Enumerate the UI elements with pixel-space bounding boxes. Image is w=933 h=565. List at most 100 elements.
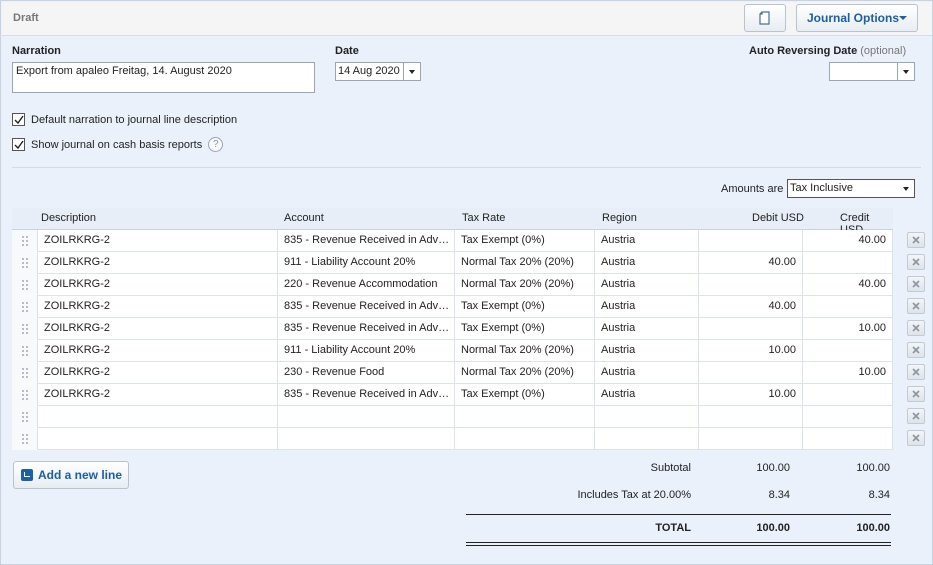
- drag-handle-icon[interactable]: [12, 318, 38, 340]
- delete-row-button[interactable]: [907, 232, 925, 248]
- cell-region[interactable]: Austria: [595, 384, 699, 406]
- drag-handle-icon[interactable]: [12, 428, 38, 450]
- cell-credit[interactable]: [803, 252, 893, 274]
- cell-description[interactable]: ZOILRKRG-2: [38, 274, 278, 296]
- cell-tax-rate[interactable]: Normal Tax 20% (20%): [455, 252, 595, 274]
- cell-tax-rate[interactable]: Tax Exempt (0%): [455, 230, 595, 252]
- cell-description[interactable]: [38, 428, 278, 450]
- cell-credit[interactable]: 40.00: [803, 230, 893, 252]
- cell-account[interactable]: 835 - Revenue Received in Advance: [278, 296, 455, 318]
- close-icon: [912, 390, 920, 398]
- cell-account[interactable]: 835 - Revenue Received in Advance: [278, 230, 455, 252]
- drag-handle-icon[interactable]: [12, 406, 38, 428]
- drag-handle-icon[interactable]: [12, 362, 38, 384]
- cell-credit[interactable]: [803, 406, 893, 428]
- cell-description[interactable]: [38, 406, 278, 428]
- cell-debit[interactable]: [699, 362, 803, 384]
- cell-debit[interactable]: [699, 274, 803, 296]
- cell-tax-rate[interactable]: Tax Exempt (0%): [455, 384, 595, 406]
- delete-row-button[interactable]: [907, 430, 925, 446]
- date-input[interactable]: 14 Aug 2020: [335, 62, 421, 81]
- delete-row-button[interactable]: [907, 320, 925, 336]
- cell-tax-rate[interactable]: Tax Exempt (0%): [455, 318, 595, 340]
- delete-row-button[interactable]: [907, 254, 925, 270]
- drag-handle-icon[interactable]: [12, 252, 38, 274]
- cell-credit[interactable]: [803, 384, 893, 406]
- cell-tax-rate[interactable]: Normal Tax 20% (20%): [455, 274, 595, 296]
- cell-debit[interactable]: [699, 406, 803, 428]
- cell-account[interactable]: 220 - Revenue Accommodation: [278, 274, 455, 296]
- cell-credit[interactable]: 40.00: [803, 274, 893, 296]
- cell-region[interactable]: [595, 406, 699, 428]
- date-dropdown-button[interactable]: [403, 63, 420, 80]
- cell-credit[interactable]: 10.00: [803, 362, 893, 384]
- add-new-line-button[interactable]: Add a new line: [13, 461, 129, 489]
- cell-region[interactable]: Austria: [595, 230, 699, 252]
- cell-credit[interactable]: [803, 340, 893, 362]
- total-credit: 100.00: [856, 522, 890, 534]
- column-header-region: Region: [602, 212, 637, 224]
- cell-account[interactable]: [278, 428, 455, 450]
- auto-reversing-dropdown-button[interactable]: [897, 63, 914, 80]
- drag-handle-icon[interactable]: [12, 384, 38, 406]
- cell-description[interactable]: ZOILRKRG-2: [38, 296, 278, 318]
- cell-description[interactable]: ZOILRKRG-2: [38, 340, 278, 362]
- cell-account[interactable]: 230 - Revenue Food: [278, 362, 455, 384]
- amounts-are-select[interactable]: Tax Inclusive: [787, 179, 915, 198]
- cell-account[interactable]: [278, 406, 455, 428]
- cell-region[interactable]: Austria: [595, 252, 699, 274]
- cell-credit[interactable]: 10.00: [803, 318, 893, 340]
- cell-description[interactable]: ZOILRKRG-2: [38, 252, 278, 274]
- journal-options-button[interactable]: Journal Options: [796, 4, 918, 32]
- delete-row-button[interactable]: [907, 364, 925, 380]
- table-row: [12, 406, 925, 428]
- cell-account[interactable]: 911 - Liability Account 20%: [278, 340, 455, 362]
- add-line-icon: [21, 469, 33, 481]
- default-narration-checkbox[interactable]: [12, 113, 25, 126]
- cell-account[interactable]: 911 - Liability Account 20%: [278, 252, 455, 274]
- drag-handle-icon[interactable]: [12, 230, 38, 252]
- cell-region[interactable]: Austria: [595, 318, 699, 340]
- delete-row-button[interactable]: [907, 408, 925, 424]
- drag-handle-icon[interactable]: [12, 340, 38, 362]
- cell-tax-rate[interactable]: Normal Tax 20% (20%): [455, 362, 595, 384]
- drag-handle-icon[interactable]: [12, 274, 38, 296]
- cell-debit[interactable]: [699, 428, 803, 450]
- cell-region[interactable]: Austria: [595, 362, 699, 384]
- cell-tax-rate[interactable]: [455, 406, 595, 428]
- narration-input[interactable]: Export from apaleo Freitag, 14. August 2…: [12, 62, 315, 93]
- cell-region[interactable]: Austria: [595, 296, 699, 318]
- cell-description[interactable]: ZOILRKRG-2: [38, 318, 278, 340]
- cell-tax-rate[interactable]: Normal Tax 20% (20%): [455, 340, 595, 362]
- cell-region[interactable]: Austria: [595, 340, 699, 362]
- close-icon: [912, 280, 920, 288]
- delete-row-button[interactable]: [907, 342, 925, 358]
- cell-debit[interactable]: [699, 230, 803, 252]
- drag-handle-icon[interactable]: [12, 296, 38, 318]
- cell-region[interactable]: [595, 428, 699, 450]
- cell-description[interactable]: ZOILRKRG-2: [38, 384, 278, 406]
- cell-debit[interactable]: 10.00: [699, 340, 803, 362]
- cash-basis-checkbox[interactable]: [12, 138, 25, 151]
- add-new-line-label: Add a new line: [38, 468, 123, 482]
- delete-row-button[interactable]: [907, 386, 925, 402]
- cell-description[interactable]: ZOILRKRG-2: [38, 230, 278, 252]
- delete-row-button[interactable]: [907, 276, 925, 292]
- cell-region[interactable]: Austria: [595, 274, 699, 296]
- help-icon[interactable]: ?: [208, 137, 224, 152]
- cell-tax-rate[interactable]: [455, 428, 595, 450]
- table-row: ZOILRKRG-2 230 - Revenue Food Normal Tax 2…: [12, 362, 925, 384]
- cell-tax-rate[interactable]: Tax Exempt (0%): [455, 296, 595, 318]
- auto-reversing-date-input[interactable]: [829, 62, 915, 81]
- cell-description[interactable]: ZOILRKRG-2: [38, 362, 278, 384]
- cell-debit[interactable]: 40.00: [699, 252, 803, 274]
- cell-account[interactable]: 835 - Revenue Received in Advance: [278, 318, 455, 340]
- cell-debit[interactable]: [699, 318, 803, 340]
- cell-credit[interactable]: [803, 428, 893, 450]
- cell-credit[interactable]: [803, 296, 893, 318]
- cell-debit[interactable]: 10.00: [699, 384, 803, 406]
- delete-row-button[interactable]: [907, 298, 925, 314]
- cell-account[interactable]: 835 - Revenue Received in Advance: [278, 384, 455, 406]
- cell-debit[interactable]: 40.00: [699, 296, 803, 318]
- copy-journal-button[interactable]: [744, 4, 786, 32]
